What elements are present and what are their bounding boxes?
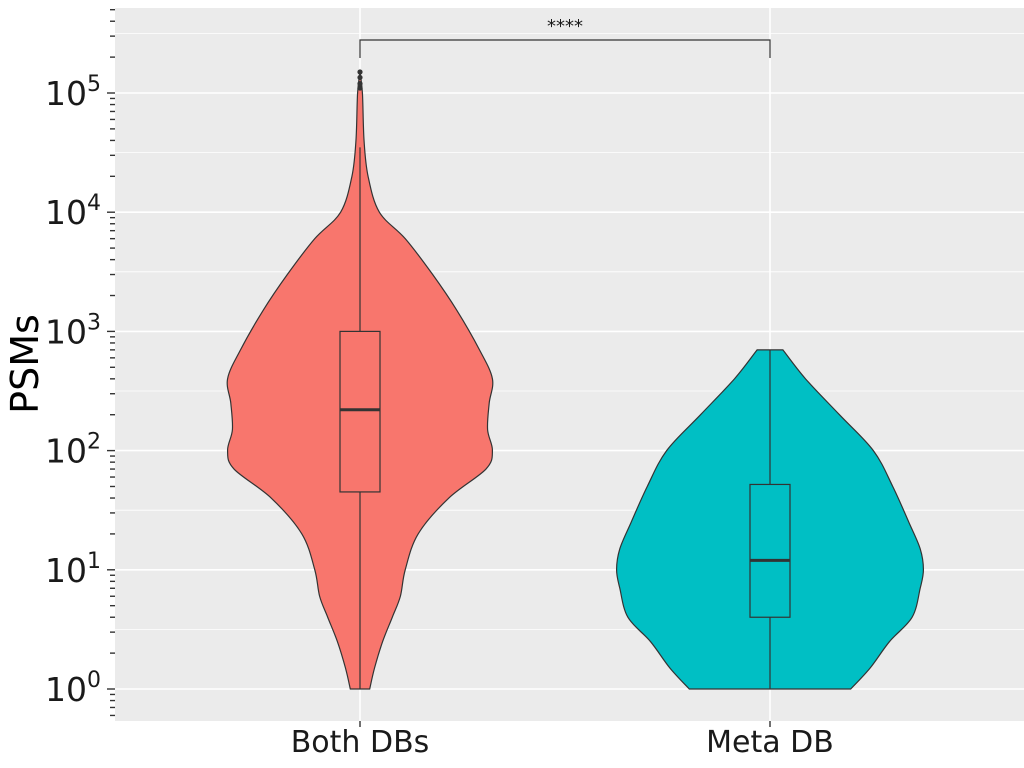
outlier-point — [357, 80, 363, 87]
outlier-point — [357, 85, 363, 91]
y-tick-base: 10 — [45, 74, 87, 113]
x-tick-label: Meta DB — [706, 725, 834, 760]
outlier-points — [357, 69, 363, 91]
iqr-box — [339, 330, 381, 493]
iqr-box — [749, 483, 791, 618]
boxplots — [339, 147, 791, 689]
y-tick-base: 10 — [45, 193, 87, 232]
violin-meta-db — [615, 349, 925, 690]
y-tick-exponent: 4 — [87, 191, 101, 216]
y-tick-exponent: 5 — [87, 72, 101, 97]
significance-bracket — [359, 39, 771, 58]
y-tick-exponent: 0 — [87, 668, 101, 693]
y-tick-label: 103 — [45, 310, 101, 351]
outlier-point — [357, 69, 363, 75]
y-tick-exponent: 2 — [87, 430, 101, 455]
y-tick-exponent: 1 — [87, 549, 101, 574]
violins — [226, 71, 925, 690]
y-tick-base: 10 — [45, 432, 87, 471]
y-tick-label: 100 — [45, 668, 101, 709]
x-axis: Both DBs Meta DB — [291, 721, 834, 760]
outlier-point — [357, 74, 363, 81]
y-tick-label: 102 — [45, 430, 101, 471]
y-tick-label: 105 — [45, 72, 101, 113]
y-tick-base: 10 — [45, 670, 87, 709]
x-tick-label: Both DBs — [291, 725, 430, 760]
y-tick-exponent: 3 — [87, 310, 101, 335]
significance-annotation: **** — [359, 16, 771, 58]
y-tick-base: 10 — [45, 551, 87, 590]
y-tick-base: 10 — [45, 312, 87, 351]
y-axis-title: PSMs — [3, 314, 47, 414]
y-tick-label: 104 — [45, 191, 101, 232]
y-tick-label: 101 — [45, 549, 101, 590]
significance-label: **** — [547, 16, 583, 37]
